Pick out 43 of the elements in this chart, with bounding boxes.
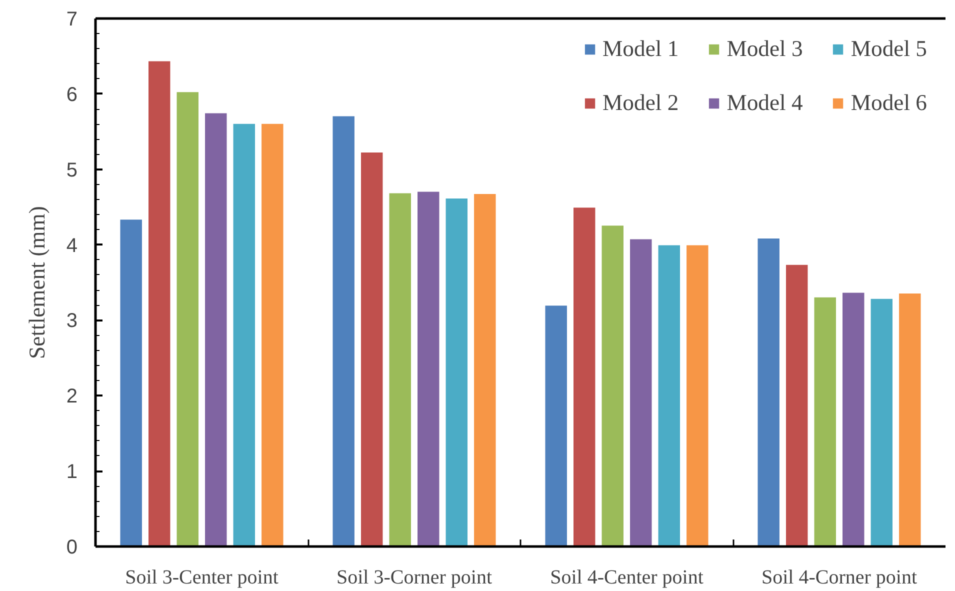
legend-label: Model 2 <box>602 90 679 116</box>
bar <box>232 122 256 546</box>
bar <box>629 238 653 546</box>
bar <box>260 122 284 546</box>
bar <box>813 296 837 546</box>
bar <box>388 192 412 546</box>
legend-label: Model 4 <box>726 90 803 116</box>
bar <box>147 60 172 546</box>
bar <box>473 192 497 546</box>
bar <box>784 264 809 546</box>
legend-label: Model 3 <box>726 36 803 62</box>
legend-label: Model 6 <box>850 90 927 116</box>
bar <box>686 244 710 546</box>
legend-label: Model 1 <box>602 36 679 62</box>
bar <box>204 112 228 546</box>
bar <box>657 244 682 546</box>
bar <box>842 292 866 546</box>
y-tick-label: 5 <box>66 159 78 182</box>
bar <box>544 304 568 546</box>
bar <box>572 206 596 546</box>
bar <box>756 237 780 546</box>
x-tick-label: Soil 3-Center point <box>125 566 279 588</box>
y-axis-title: Settlement (mm) <box>24 206 50 359</box>
bar <box>870 298 894 546</box>
bar <box>176 91 200 546</box>
y-tick-label: 7 <box>66 8 78 30</box>
legend-label: Model 5 <box>850 36 927 62</box>
y-tick-label: 6 <box>66 84 78 106</box>
bar <box>119 218 143 546</box>
bar <box>360 152 384 546</box>
y-tick-label: 0 <box>66 536 78 558</box>
y-tick-label: 4 <box>66 234 78 257</box>
x-tick-label: Soil 4-Corner point <box>761 566 918 588</box>
y-tick-label: 1 <box>66 461 78 484</box>
x-tick-label: Soil 3-Corner point <box>336 566 492 588</box>
y-tick-label: 3 <box>66 310 78 332</box>
bar <box>898 292 922 546</box>
x-tick-label: Soil 4-Center point <box>550 566 704 588</box>
bar <box>332 115 356 546</box>
bar <box>600 224 624 546</box>
y-tick-label: 2 <box>66 386 78 408</box>
bar <box>416 190 440 546</box>
bar <box>444 198 469 546</box>
